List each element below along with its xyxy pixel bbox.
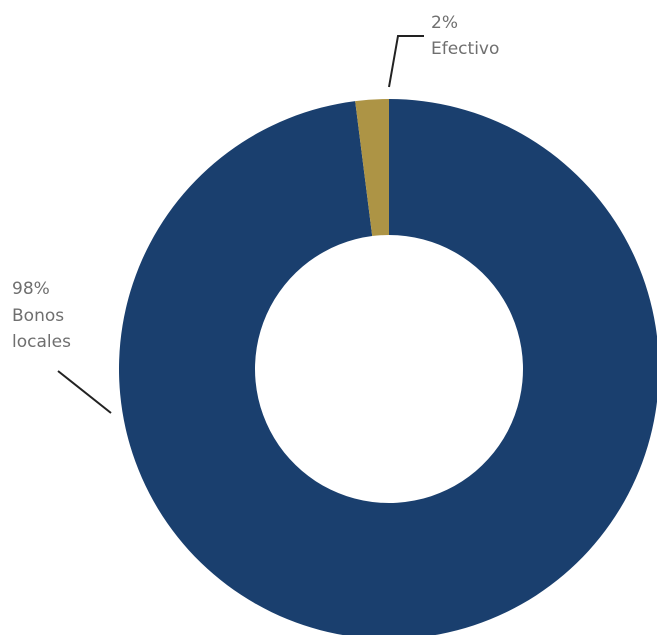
slice-label-efectivo-pct: 2% bbox=[431, 13, 458, 33]
slice-label-bonos-pct: 98% bbox=[12, 279, 50, 299]
slice-label-bonos-name-1: Bonos bbox=[12, 306, 64, 326]
leader-line-bonos-locales bbox=[58, 371, 111, 413]
slices-layer bbox=[119, 99, 657, 635]
slice-label-bonos-locales: 98% Bonos locales bbox=[12, 279, 71, 352]
slice-label-bonos-name-2: locales bbox=[12, 332, 71, 352]
slice-label-efectivo-name: Efectivo bbox=[431, 39, 499, 59]
slice-label-efectivo: 2% Efectivo bbox=[431, 13, 499, 59]
leader-line-efectivo bbox=[389, 36, 424, 87]
